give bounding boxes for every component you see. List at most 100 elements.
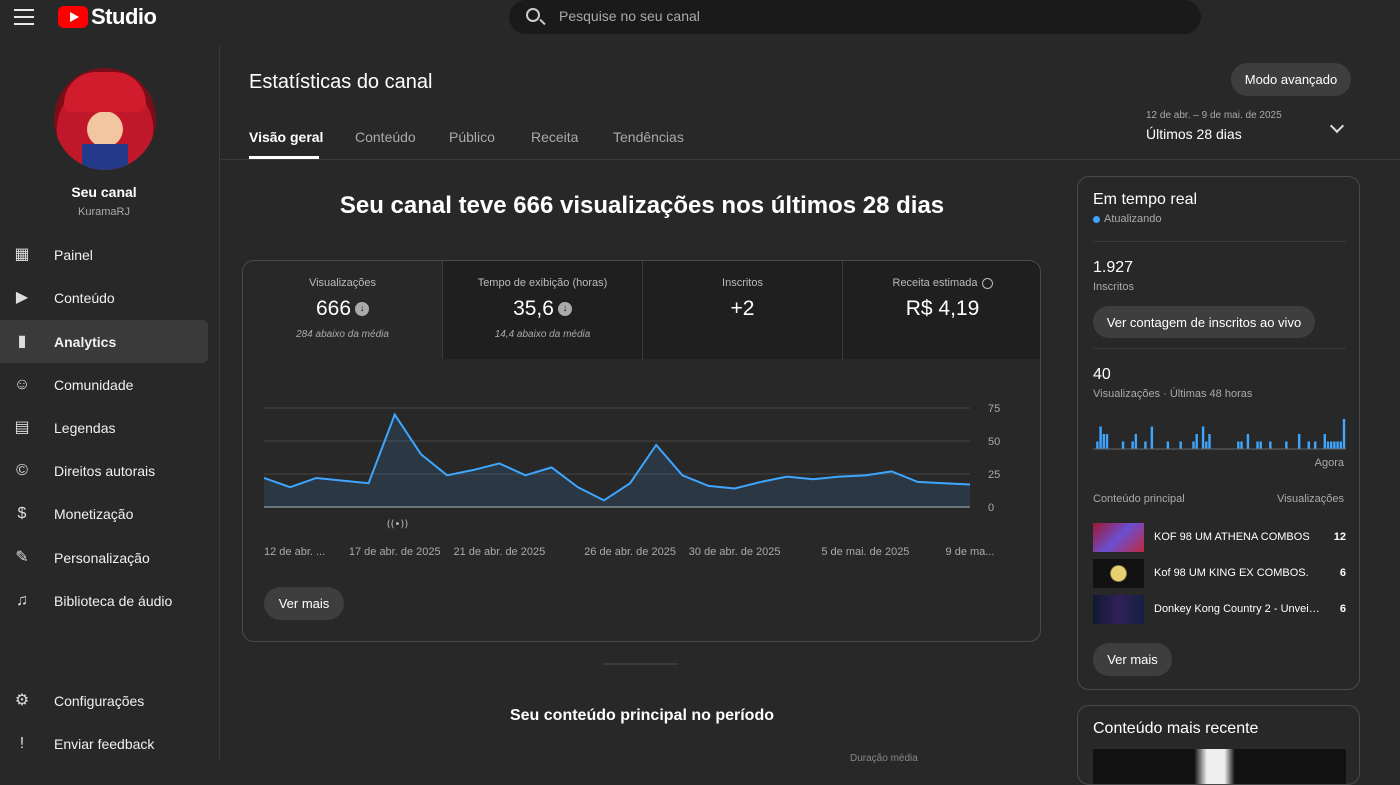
search-input[interactable] xyxy=(559,8,1159,24)
data-point xyxy=(655,443,658,446)
channel-avatar[interactable] xyxy=(54,68,156,170)
sidebar-item-monetizacao[interactable]: $ Monetização xyxy=(0,492,208,535)
search-icon[interactable] xyxy=(526,8,540,22)
data-point xyxy=(864,474,867,477)
metric-label-text: Receita estimada xyxy=(892,277,978,289)
youtube-play-icon xyxy=(58,6,88,28)
header-divider xyxy=(221,159,1400,160)
list-item[interactable]: KOF 98 UM ATHENA COMBOS 12 xyxy=(1093,523,1346,553)
headline: Seu canal teve 666 visualizações nos últ… xyxy=(339,192,945,219)
realtime-bar xyxy=(1195,434,1198,449)
studio-logo[interactable]: Studio xyxy=(58,4,157,30)
video-views: 6 xyxy=(1339,603,1346,615)
monetization-icon: $ xyxy=(17,504,27,522)
data-point xyxy=(812,478,815,481)
tab-publico[interactable]: Público xyxy=(449,129,495,145)
sidebar-item-enviar-feedback[interactable]: ! Enviar feedback xyxy=(0,722,208,765)
top-content-section-title: Seu conteúdo principal no período xyxy=(509,707,774,724)
realtime-bar xyxy=(1339,441,1342,449)
list-item[interactable]: Kof 98 UM KING EX COMBOS. 6 xyxy=(1093,559,1346,589)
metric-revenue[interactable]: Receita estimada R$ 4,19 xyxy=(843,261,1040,359)
sidebar-item-label: Analytics xyxy=(54,333,117,350)
divider xyxy=(1093,348,1346,349)
realtime-bar-chart[interactable] xyxy=(1093,411,1346,451)
realtime-bar xyxy=(1246,434,1250,449)
sidebar-item-label: Enviar feedback xyxy=(54,735,155,752)
metric-value: R$ 4,19 xyxy=(905,297,980,320)
data-point xyxy=(942,482,945,485)
sidebar-item-comunidade[interactable]: ☺ Comunidade xyxy=(0,363,208,406)
sidebar-item-painel[interactable]: ▦ Painel xyxy=(0,233,208,276)
metric-subscribers[interactable]: Inscritos +2 xyxy=(643,261,843,359)
sidebar-item-legendas[interactable]: ▤ Legendas xyxy=(0,406,208,449)
sidebar-item-label: Legendas xyxy=(54,419,116,436)
date-range[interactable]: 12 de abr. – 9 de mai. de 2025 xyxy=(1146,110,1282,121)
see-more-button[interactable]: Ver mais xyxy=(264,587,344,620)
sidebar-item-personalizacao[interactable]: ✎ Personalização xyxy=(0,536,208,579)
realtime-see-more-button[interactable]: Ver mais xyxy=(1093,643,1172,676)
realtime-bar xyxy=(1134,434,1138,449)
metric-label: Visualizações xyxy=(308,277,377,289)
channel-name[interactable]: Seu canal xyxy=(71,184,137,200)
sidebar-item-direitos-autorais[interactable]: © Direitos autorais xyxy=(0,449,208,492)
sidebar-item-label: Biblioteca de áudio xyxy=(54,592,173,609)
realtime-bar xyxy=(1336,441,1339,449)
data-point xyxy=(681,474,684,477)
metric-note: 284 abaixo da média xyxy=(296,329,389,340)
metric-views[interactable]: Visualizações 666 ↓ 284 abaixo da média xyxy=(243,261,443,359)
tab-tendencias[interactable]: Tendências xyxy=(613,129,684,145)
search-bar[interactable] xyxy=(509,0,1201,34)
sidebar-item-conteudo[interactable]: ▶ Conteúdo xyxy=(0,276,208,319)
metric-label: Receita estimada xyxy=(843,277,1040,289)
stats-card: Visualizações 666 ↓ 284 abaixo da média T… xyxy=(242,260,1041,642)
subtitles-icon: ▤ xyxy=(14,418,30,436)
sidebar-item-configuracoes[interactable]: ⚙ Configurações xyxy=(0,679,208,722)
realtime-status-text: Atualizando xyxy=(1104,213,1162,225)
realtime-bar xyxy=(1326,441,1330,449)
realtime-bar xyxy=(1323,434,1326,449)
tab-visao-geral[interactable]: Visão geral xyxy=(249,129,324,145)
y-tick-label: 0 xyxy=(988,502,994,514)
video-title[interactable]: Donkey Kong Country 2 - Unveiling... xyxy=(1154,603,1320,615)
list-item[interactable]: Donkey Kong Country 2 - Unveiling... 6 xyxy=(1093,595,1346,625)
realtime-bar xyxy=(1259,441,1262,449)
metric-watch-time[interactable]: Tempo de exibição (horas) 35,6 ↓ 14,4 aba… xyxy=(443,261,643,359)
data-point xyxy=(393,413,396,416)
menu-icon[interactable] xyxy=(14,9,34,25)
views-column-label: Visualizações xyxy=(1276,493,1344,505)
video-thumbnail[interactable] xyxy=(1093,559,1144,588)
top-bar: Studio xyxy=(0,0,1400,46)
sidebar-item-analytics[interactable]: ▮ Analytics xyxy=(0,320,208,363)
data-point xyxy=(890,470,893,473)
data-point xyxy=(759,480,762,483)
data-point xyxy=(472,469,475,472)
video-title[interactable]: Kof 98 UM KING EX COMBOS. xyxy=(1154,567,1309,579)
x-tick-label: 17 de abr. de 2025 xyxy=(349,546,441,558)
realtime-title: Em tempo real xyxy=(1093,191,1198,208)
sidebar: Seu canal KuramaRJ ▦ Painel ▶ Conteúdo ▮ An… xyxy=(0,46,220,760)
dashboard-icon: ▦ xyxy=(14,245,30,263)
realtime-bar xyxy=(1240,441,1243,449)
chart-line xyxy=(263,412,971,502)
data-point xyxy=(576,486,579,489)
date-period-selector[interactable]: Últimos 28 dias xyxy=(1146,126,1242,142)
y-tick-label: 25 xyxy=(988,469,1000,481)
advanced-mode-button[interactable]: Modo avançado xyxy=(1231,63,1351,96)
active-tab-indicator xyxy=(249,156,319,159)
views-chart[interactable]: 0 25 50 75 ((•)) 12 de abr. ... 17 de abr. de … xyxy=(243,361,1040,561)
data-point xyxy=(916,480,919,483)
live-subscriber-count-button[interactable]: Ver contagem de inscritos ao vivo xyxy=(1093,306,1315,338)
chevron-down-icon[interactable] xyxy=(1329,118,1345,134)
sidebar-item-label: Configurações xyxy=(54,692,145,709)
tab-conteudo[interactable]: Conteúdo xyxy=(355,129,416,145)
sidebar-item-biblioteca-audio[interactable]: ♫ Biblioteca de áudio xyxy=(0,579,208,622)
realtime-bar xyxy=(1144,441,1147,449)
data-point xyxy=(707,484,710,487)
recent-video-thumbnail[interactable] xyxy=(1093,749,1346,784)
tab-receita[interactable]: Receita xyxy=(531,129,579,145)
video-thumbnail[interactable] xyxy=(1093,595,1144,624)
page-title: Estatísticas do canal xyxy=(249,71,433,93)
video-thumbnail[interactable] xyxy=(1093,523,1144,552)
audio-library-icon: ♫ xyxy=(16,591,28,609)
video-title[interactable]: KOF 98 UM ATHENA COMBOS xyxy=(1154,531,1310,543)
